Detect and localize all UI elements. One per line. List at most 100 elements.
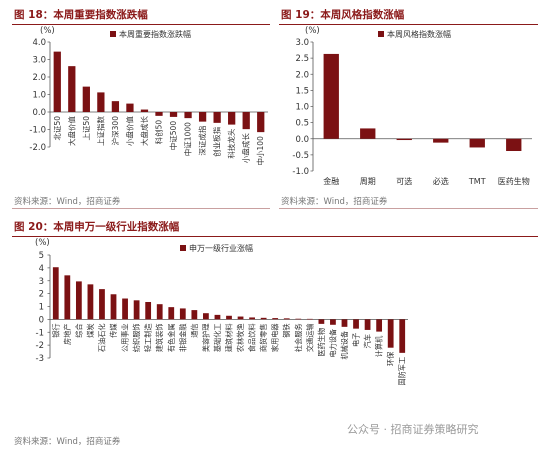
chart-20-category-label: 煤炭 bbox=[86, 323, 95, 337]
chart-19-bar bbox=[323, 53, 339, 139]
chart-18-category-label: 中小100 bbox=[255, 136, 265, 166]
chart-19: (%) 3.0 2.5 2.0 1.5 1.0 0.5 0.0 -0.5 -1.0 本周风格指数涨幅… bbox=[292, 26, 532, 186]
chart-19-category-label: 医药生物 bbox=[498, 176, 530, 186]
chart-18-y-tick: -1.0 bbox=[29, 126, 46, 136]
chart-20-category-label: 计算机 bbox=[375, 335, 384, 357]
chart-20-category-label: 交通运输 bbox=[305, 323, 314, 352]
chart-20-bar bbox=[341, 319, 348, 327]
chart-18-bar bbox=[140, 109, 149, 112]
chart-18-y-tick: 2.0 bbox=[32, 73, 46, 83]
chart-19-category-label: 周期 bbox=[360, 177, 376, 186]
chart-20-bar bbox=[75, 281, 82, 320]
chart-18-bar bbox=[242, 112, 250, 130]
chart-20-bar bbox=[52, 267, 59, 320]
chart-20-y-tick: -3 bbox=[36, 354, 44, 364]
chart-19-y-tick: 1.0 bbox=[295, 103, 309, 113]
chart-20-bar bbox=[145, 301, 152, 320]
chart-20-bar bbox=[191, 310, 198, 320]
chart-18-bar bbox=[169, 112, 178, 117]
chart-18-category-label: 沪深300 bbox=[110, 116, 120, 146]
chart-18-category-label: 小盘成长 bbox=[241, 133, 251, 163]
chart-20-bar bbox=[364, 319, 371, 330]
chart-19-unit-label: (%) bbox=[305, 26, 320, 36]
chart-19-category-label: TMT bbox=[468, 177, 486, 186]
chart-20-y-tick: 0 bbox=[39, 315, 44, 325]
chart-18-category-label: 上证指数 bbox=[95, 116, 105, 146]
chart-20-category-label: 非银金融 bbox=[178, 323, 187, 352]
chart-18-y-tick: -2.0 bbox=[29, 143, 46, 153]
chart-18-category-label: 中证1000 bbox=[183, 122, 193, 156]
chart-19-y-tick: 2.5 bbox=[295, 54, 309, 64]
chart-18-title: 图 18：本周重要指数涨跌幅 bbox=[14, 9, 148, 21]
chart-18-category-label: 创业板指 bbox=[212, 126, 222, 156]
chart-19-category-label: 必选 bbox=[433, 176, 449, 186]
chart-20-title: 图 20：本周申万一级行业指数涨幅 bbox=[14, 221, 180, 233]
chart-20-category-label: 汽车 bbox=[363, 334, 372, 348]
chart-18-bar bbox=[82, 86, 90, 112]
chart-19-source-rule bbox=[279, 208, 538, 209]
chart-20-bar bbox=[306, 318, 313, 320]
chart-20-category-label: 农林牧渔 bbox=[236, 323, 245, 352]
chart-20-bar bbox=[318, 319, 325, 324]
chart-20-category-label: 美容护理 bbox=[201, 323, 210, 352]
chart-20-bar bbox=[237, 316, 244, 320]
chart-19-title: 图 19：本周风格指数涨幅 bbox=[281, 9, 405, 21]
chart-20-category-label: 环保 bbox=[386, 351, 395, 366]
chart-18-bar bbox=[184, 112, 192, 119]
chart-20-category-label: 纺织服饰 bbox=[132, 323, 141, 352]
chart-20-legend-swatch bbox=[180, 245, 186, 251]
chart-19-legend-swatch bbox=[378, 31, 384, 37]
chart-18-bar bbox=[257, 112, 265, 133]
chart-20-category-label: 钢铁 bbox=[282, 323, 291, 337]
chart-20-bar bbox=[133, 300, 140, 320]
chart-20-category-label: 建筑装饰 bbox=[155, 323, 164, 352]
chart-18-legend-label: 本周重要指数涨跌幅 bbox=[119, 29, 191, 39]
chart-20-category-label: 电子 bbox=[352, 333, 361, 347]
chart-18-source-rule bbox=[12, 208, 270, 209]
chart-19-category-label: 可选 bbox=[396, 176, 412, 186]
chart-20-bar bbox=[260, 317, 267, 320]
chart-20-y-tick: 4 bbox=[39, 264, 44, 274]
chart-20-category-label: 传媒 bbox=[109, 323, 118, 337]
chart-20-bar bbox=[168, 307, 175, 320]
chart-19-bar bbox=[469, 138, 485, 148]
chart-20-y-tick: 3 bbox=[39, 277, 44, 287]
chart-18-bar bbox=[53, 51, 61, 112]
chart-20-category-label: 机械设备 bbox=[340, 331, 349, 360]
chart-18-bar bbox=[111, 101, 120, 112]
chart-19-bar bbox=[506, 138, 522, 152]
chart-20-category-label: 房地产 bbox=[63, 323, 72, 345]
chart-18-y-tick: 4.0 bbox=[32, 38, 46, 48]
chart-20-category-label: 电力设备 bbox=[328, 329, 337, 358]
chart-18-category-label: 北证50 bbox=[53, 116, 62, 141]
chart-19-bar bbox=[396, 138, 412, 141]
chart-20-bar bbox=[387, 319, 394, 348]
chart-18-bar bbox=[155, 112, 163, 116]
chart-19-y-tick: -0.5 bbox=[292, 151, 309, 161]
chart-20-bar bbox=[399, 319, 406, 353]
chart-19-legend-label: 本周风格指数涨幅 bbox=[387, 29, 451, 39]
chart-18-bar bbox=[228, 112, 236, 125]
chart-20-category-label: 银行 bbox=[51, 323, 60, 337]
chart-20-category-label: 家用电器 bbox=[271, 323, 280, 352]
chart-20-bar bbox=[87, 284, 94, 320]
chart-19-y-tick: -1.0 bbox=[292, 167, 309, 177]
chart-19-bar bbox=[360, 128, 376, 139]
chart-18-category-label: 科创50 bbox=[154, 120, 164, 145]
chart-20-bar bbox=[272, 318, 279, 320]
chart-18-category-label: 上证50 bbox=[82, 116, 91, 141]
watermark: 公众号 · 招商证券策略研究 bbox=[347, 423, 479, 436]
chart-20-category-label: 商贸零售 bbox=[259, 323, 268, 352]
chart-19-title-rule bbox=[279, 24, 538, 25]
chart-20-bar bbox=[99, 289, 105, 320]
chart-20-bar bbox=[353, 319, 359, 329]
chart-18-bar bbox=[126, 103, 134, 112]
chart-20-legend-label: 申万一级行业涨幅 bbox=[189, 243, 253, 253]
chart-19-y-tick: 1.5 bbox=[295, 86, 309, 96]
chart-18-category-label: 大盘成长 bbox=[139, 116, 149, 146]
chart-20-bar bbox=[179, 308, 186, 320]
chart-19-y-tick: 3.0 bbox=[295, 38, 309, 48]
chart-20-category-label: 石油石化 bbox=[97, 323, 106, 352]
chart-18-bar bbox=[97, 92, 105, 112]
